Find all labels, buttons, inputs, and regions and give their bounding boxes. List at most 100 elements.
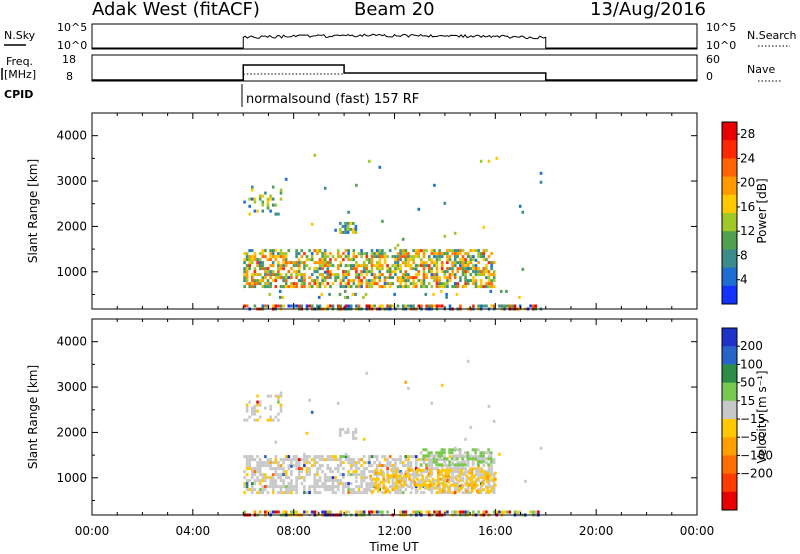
range-gate-cell (271, 418, 275, 422)
range-gate-cell (455, 292, 459, 296)
range-gate-cell (261, 276, 265, 280)
range-gate-cell (313, 458, 317, 462)
range-gate-cell (258, 415, 262, 419)
range-gate-cell (339, 279, 343, 283)
range-gate-cell (261, 476, 265, 480)
range-gate-cell (305, 470, 309, 474)
range-gate-cell (381, 510, 384, 514)
range-gate-cell (401, 461, 405, 465)
range-gate-cell (369, 477, 372, 481)
range-gate-cell (490, 473, 493, 477)
range-gate-cell (292, 464, 296, 468)
range-gate-cell (266, 203, 270, 207)
range-gate-cell (305, 491, 309, 495)
range-gate-cell (344, 276, 348, 280)
range-gate-cell (279, 467, 283, 471)
range-gate-cell (316, 276, 319, 280)
range-gate-cell (396, 304, 400, 308)
range-gate-cell (464, 467, 467, 471)
range-gate-cell (323, 264, 327, 268)
range-gate-cell (392, 486, 396, 490)
range-gate-cell (248, 458, 251, 462)
range-gate-cell (482, 249, 486, 253)
range-gate-cell (269, 461, 272, 465)
range-gate-cell (484, 457, 488, 461)
range-gate-cell (479, 491, 483, 495)
range-gate-cell (404, 488, 408, 492)
range-gate-cell (343, 289, 347, 293)
range-gate-cell (292, 261, 296, 265)
range-gate-cell (316, 270, 319, 274)
range-gate-cell (479, 454, 483, 458)
range-gate-cell (245, 267, 249, 271)
range-gate-cell (347, 273, 350, 277)
range-gate-cell (251, 276, 254, 280)
range-gate-cell (457, 486, 461, 490)
range-gate-cell (279, 273, 283, 277)
range-gate-cell (477, 304, 480, 308)
range-gate-cell (243, 455, 246, 459)
range-gate-cell (446, 255, 449, 259)
range-gate-cell (391, 473, 395, 477)
range-gate-cell (303, 455, 306, 459)
range-gate-cell (379, 468, 383, 472)
range-gate-cell (334, 228, 337, 232)
range-gate-cell (404, 458, 408, 462)
range-gate-cell (446, 252, 449, 256)
range-gate-cell (433, 183, 436, 187)
range-gate-cell (491, 486, 495, 490)
range-gate-cell (384, 489, 388, 493)
range-gate-cell (377, 477, 380, 481)
range-gate-cell (321, 458, 324, 462)
range-gate-cell (412, 304, 415, 308)
range-gate-cell (261, 304, 265, 308)
range-gate-cell (377, 471, 380, 475)
range-gate-cell (371, 483, 375, 487)
range-gate-cell (303, 267, 306, 271)
range-gate-cell (264, 476, 267, 480)
x-tick-label: 20:00 (579, 524, 614, 538)
range-gate-cell (349, 491, 353, 495)
range-gate-cell (329, 470, 332, 474)
range-gate-cell (253, 258, 257, 262)
range-gate-cell (352, 249, 356, 253)
range-gate-cell (492, 461, 496, 465)
range-gate-cell (336, 479, 340, 483)
nsky-trace (92, 33, 697, 49)
range-gate-cell (266, 200, 270, 204)
y-tick-label: 4000 (56, 129, 87, 143)
range-gate-cell (484, 451, 488, 455)
range-gate-cell (404, 510, 408, 514)
range-gate-cell (329, 261, 332, 265)
range-gate-cell (445, 295, 448, 299)
range-gate-cell (362, 270, 366, 274)
range-gate-cell (245, 418, 249, 422)
range-gate-cell (297, 279, 301, 283)
range-gate-cell (352, 470, 356, 474)
range-gate-cell (245, 461, 249, 465)
range-gate-cell (461, 285, 465, 289)
range-gate-cell (456, 454, 459, 458)
range-gate-cell (386, 458, 389, 462)
range-gate-cell (378, 510, 382, 514)
range-gate-cell (487, 482, 491, 486)
range-gate-cell (447, 474, 450, 478)
range-gate-cell (466, 267, 470, 271)
range-gate-cell (412, 249, 415, 253)
range-gate-cell (279, 267, 283, 271)
range-gate-cell (445, 457, 449, 461)
range-gate-cell (303, 510, 306, 514)
range-gate-cell (264, 285, 267, 289)
range-gate-cell (352, 264, 356, 268)
range-gate-cell (245, 488, 249, 492)
range-gate-cell (446, 249, 449, 253)
range-gate-cell (414, 461, 418, 465)
range-gate-cell (362, 455, 366, 459)
range-gate-cell (248, 264, 251, 268)
colorbar-segment (722, 231, 737, 250)
range-gate-cell (251, 458, 254, 462)
range-gate-cell (435, 510, 439, 514)
range-gate-cell (437, 454, 441, 458)
range-gate-cell (313, 455, 317, 459)
range-gate-cell (316, 285, 319, 289)
